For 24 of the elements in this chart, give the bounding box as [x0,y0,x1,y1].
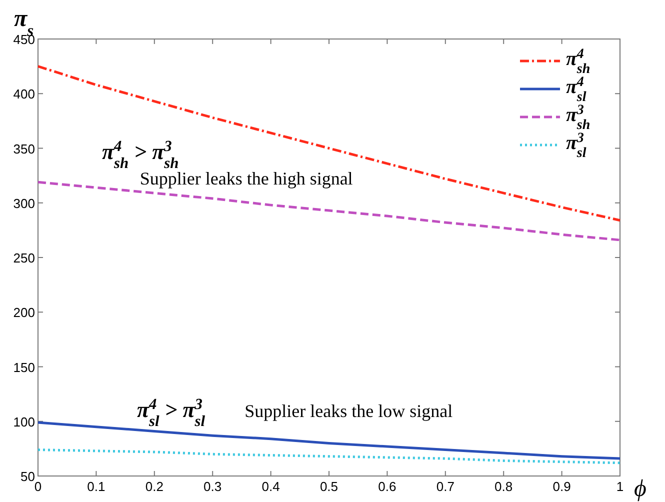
x-tick-label: 1 [616,479,624,494]
y-tick-label: 300 [13,196,35,211]
x-tick-label: 0.3 [204,479,222,494]
x-tick-label: 0.2 [145,479,164,494]
annotation: Supplier leaks the high signal [140,168,353,188]
y-tick-label: 100 [13,414,35,430]
y-tick-label: 350 [13,141,35,156]
x-tick-label: 0.9 [552,479,571,494]
annotation: Supplier leaks the low signal [244,401,453,422]
y-tick-label: 50 [20,469,35,484]
x-axis-title: ϕ [634,476,646,502]
x-tick-label: 0.1 [87,479,106,494]
line-series [36,448,622,464]
x-tick-label: 0.4 [262,479,280,494]
x-tick-label: 0.5 [320,479,338,494]
y-tick-label: 400 [13,86,35,102]
line-series [36,65,622,222]
x-tick-label: 0 [34,479,42,494]
y-tick-label: 150 [13,360,35,375]
y-tick-label: 200 [13,305,35,320]
x-tick-label: 0.8 [494,479,513,494]
y-tick-label: 250 [13,250,35,266]
x-tick-label: 0.7 [436,479,454,494]
x-tick-label: 0.6 [378,479,396,494]
